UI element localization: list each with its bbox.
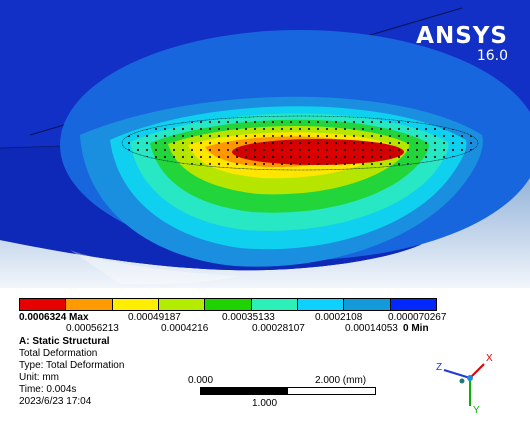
triad-z-axis [443, 369, 471, 379]
body-reflection [70, 250, 240, 285]
triad-isometric-ball[interactable] [459, 378, 465, 384]
result-info-panel: A: Static Structural Total Deformation T… [19, 336, 124, 408]
legend-label-bottom-4: 0.00014053 [345, 323, 398, 334]
scale-middle-label: 1.000 [252, 398, 278, 409]
legend-swatch-1 [20, 299, 67, 310]
mesh-node-markers [122, 116, 478, 170]
legend-swatch-8 [344, 299, 391, 310]
result-name: Total Deformation [19, 348, 98, 359]
legend-color-bar [19, 298, 437, 311]
legend-label-min: 0 Min [403, 323, 429, 334]
legend-swatch-7 [297, 299, 345, 310]
result-time: Time: 0.004s [19, 384, 77, 395]
legend-label-bottom-1: 0.00056213 [66, 323, 119, 334]
legend-swatch-4 [158, 299, 206, 310]
top-face-dotted-rim [121, 115, 479, 171]
analysis-title: A: Static Structural [19, 336, 110, 347]
legend-label-top-2: 0.00049187 [128, 312, 181, 323]
triad-x-axis [469, 363, 485, 379]
triad-origin [467, 375, 473, 381]
scale-bar [200, 387, 376, 395]
legend-swatch-9 [390, 299, 436, 310]
legend-swatch-3 [112, 299, 159, 310]
legend-label-max: 0.0006324 Max [19, 312, 89, 323]
legend-label-bottom-2: 0.0004216 [161, 323, 209, 334]
scale-left-label: 0.000 [188, 375, 214, 386]
triad-y-label: Y [473, 405, 480, 416]
result-unit: Unit: mm [19, 372, 59, 383]
legend-label-bottom-3: 0.00028107 [252, 323, 305, 334]
legend-label-top-4: 0.0002108 [315, 312, 363, 323]
triad-z-label: Z [436, 362, 442, 373]
result-date: 2023/6/23 17:04 [19, 396, 92, 407]
legend-label-top-3: 0.00035133 [222, 312, 275, 323]
brand-version: 16.0 [476, 48, 508, 64]
legend-label-top-5: 0.000070267 [388, 312, 447, 323]
ansys-logo: ANSYS 16.0 [416, 24, 508, 64]
brand-name: ANSYS [416, 23, 508, 49]
deformation-contour-plot[interactable] [0, 0, 530, 288]
legend-swatch-2 [66, 299, 113, 310]
scale-ruler: 0.000 2.000 (mm) 1.000 [188, 375, 376, 409]
graphics-viewport[interactable]: ANSYS 16.0 [0, 0, 530, 288]
scale-right-label: 2.000 (mm) [315, 375, 367, 386]
legend-swatch-6 [251, 299, 298, 310]
triad-x-label: X [486, 353, 493, 364]
legend-swatch-5 [205, 299, 252, 310]
axis-triad[interactable]: X Y Z [432, 350, 502, 420]
result-type: Type: Total Deformation [19, 360, 125, 371]
